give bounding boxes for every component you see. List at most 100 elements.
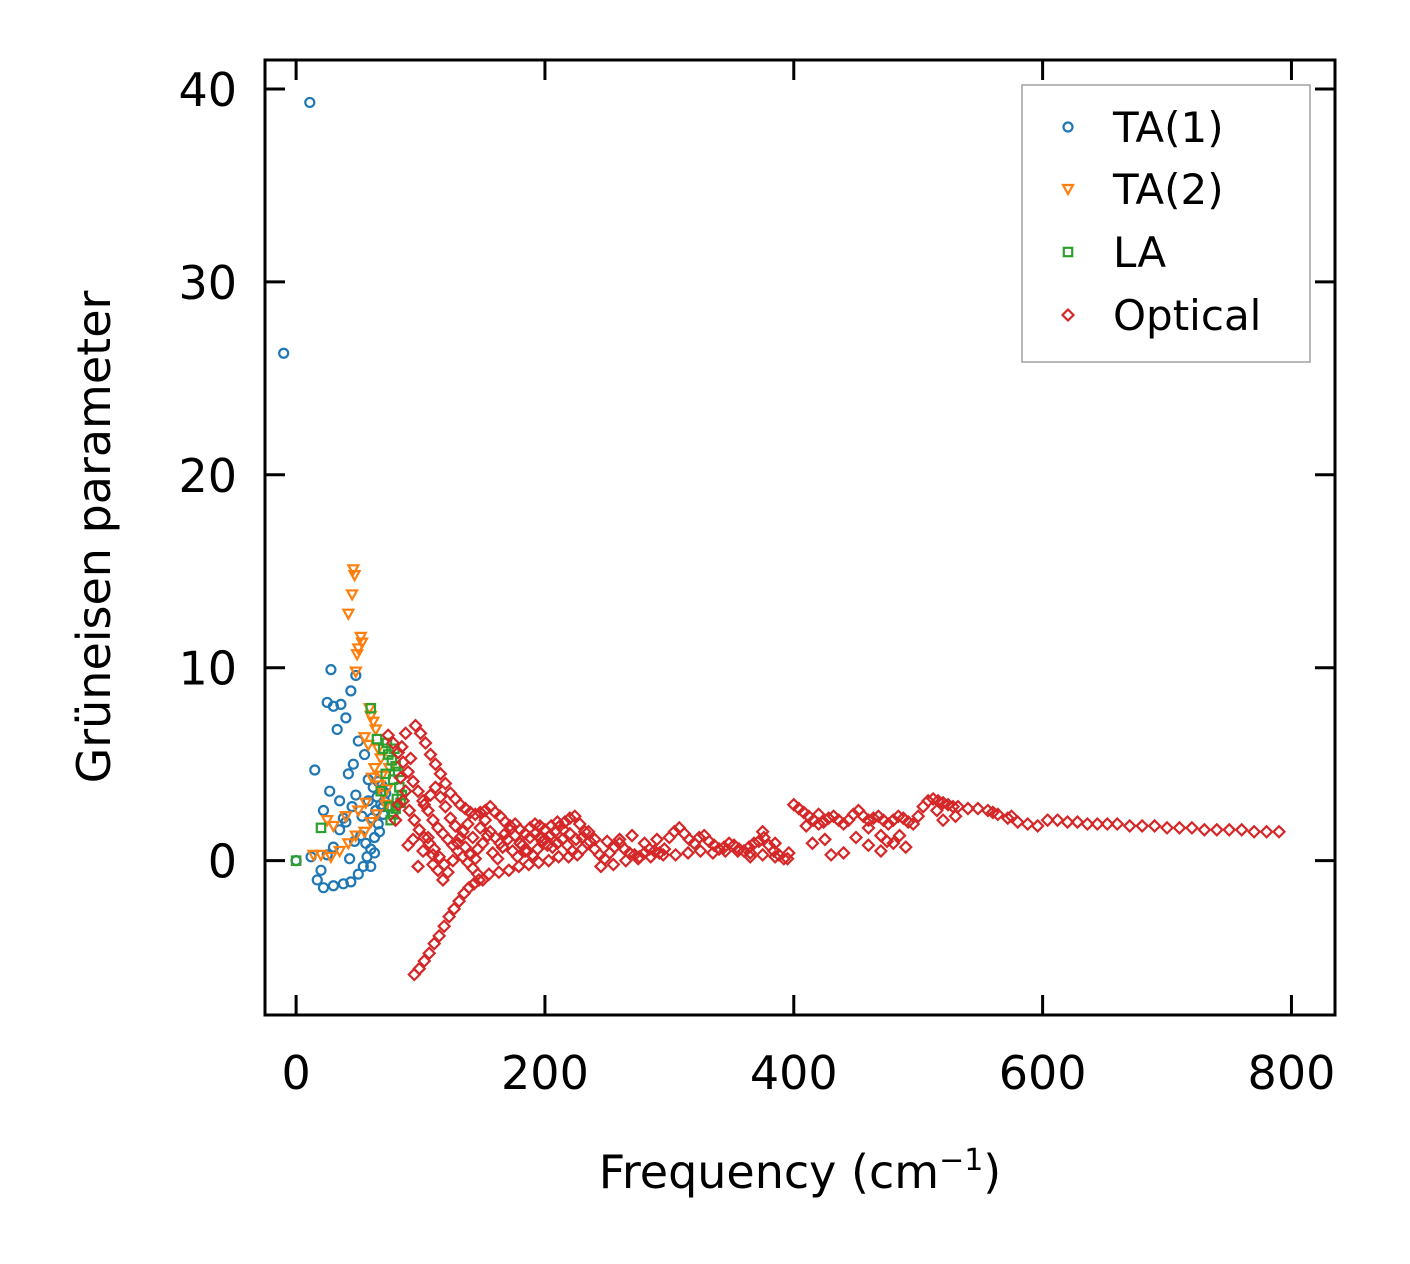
data-point xyxy=(418,735,433,751)
data-point xyxy=(1004,809,1019,824)
y-tick-label: 40 xyxy=(178,63,237,117)
data-point xyxy=(824,847,839,862)
data-point xyxy=(347,758,359,770)
data-point xyxy=(746,836,762,851)
data-point xyxy=(836,816,851,832)
plot-frame xyxy=(263,58,1337,1017)
data-point xyxy=(550,836,565,851)
y-tick-label: 0 xyxy=(208,835,237,889)
data-point xyxy=(490,851,505,866)
data-point xyxy=(1050,813,1065,828)
data-point xyxy=(743,849,758,864)
legend-marker-ta2 xyxy=(1061,183,1075,197)
data-point xyxy=(1030,818,1045,833)
data-point xyxy=(363,816,378,830)
data-point xyxy=(406,774,421,789)
data-point xyxy=(811,816,826,832)
data-point xyxy=(948,809,963,824)
legend-entry-optical: Optical xyxy=(1060,291,1261,340)
data-point xyxy=(324,785,336,797)
data-point xyxy=(355,637,369,650)
data-point xyxy=(368,831,381,844)
data-point xyxy=(1159,820,1175,835)
data-point xyxy=(346,564,361,577)
data-point xyxy=(443,811,458,826)
legend-entry-la: LA xyxy=(1062,228,1166,277)
data-point xyxy=(437,919,452,934)
data-point xyxy=(607,840,622,855)
data-point xyxy=(730,843,745,859)
data-point xyxy=(417,953,432,969)
data-point xyxy=(1271,824,1287,839)
data-point xyxy=(433,766,448,781)
data-point xyxy=(468,851,483,866)
data-point xyxy=(386,735,401,751)
data-point xyxy=(692,830,707,845)
data-point xyxy=(428,757,443,772)
data-point xyxy=(326,820,341,834)
data-point xyxy=(357,732,372,745)
data-point xyxy=(471,872,487,888)
x-tick-label: 0 xyxy=(281,1046,310,1100)
data-point xyxy=(423,788,438,803)
data-point xyxy=(751,834,766,849)
data-point xyxy=(334,795,346,807)
data-point xyxy=(335,698,347,710)
data-point xyxy=(394,739,409,754)
data-point xyxy=(1080,816,1095,832)
data-point xyxy=(468,807,483,822)
x-axis-title-main: Frequency (cm xyxy=(599,1145,939,1199)
data-point xyxy=(320,815,335,828)
x-tick-label: 200 xyxy=(501,1046,589,1100)
data-point xyxy=(304,96,316,109)
data-point xyxy=(881,816,896,832)
data-point xyxy=(495,840,510,855)
data-point xyxy=(618,853,633,868)
data-point xyxy=(278,347,290,359)
data-point xyxy=(350,669,362,682)
data-point xyxy=(1259,824,1274,839)
data-point xyxy=(361,739,376,753)
data-point xyxy=(836,845,851,860)
data-point xyxy=(817,832,832,847)
data-point xyxy=(562,811,577,826)
data-point xyxy=(342,768,354,780)
y-tick-label: 30 xyxy=(178,256,237,310)
data-point xyxy=(309,764,321,776)
data-point xyxy=(314,849,328,863)
data-point xyxy=(427,936,442,951)
data-point xyxy=(551,849,566,864)
data-point xyxy=(1070,815,1085,830)
data-point xyxy=(425,857,441,872)
x-axis-title-superscript: −1 xyxy=(939,1143,983,1178)
data-point xyxy=(478,813,493,828)
data-point xyxy=(351,643,366,656)
data-point xyxy=(781,845,796,860)
data-point xyxy=(556,822,571,837)
data-point xyxy=(466,876,482,891)
data-point xyxy=(480,828,495,843)
data-point xyxy=(1172,820,1187,835)
data-point xyxy=(410,859,426,874)
data-point xyxy=(811,807,826,822)
legend-marker-la xyxy=(1062,246,1074,258)
legend-entry-ta1: TA(1) xyxy=(1062,103,1224,152)
data-point xyxy=(423,747,438,762)
data-point xyxy=(317,882,330,894)
data-point xyxy=(550,815,565,830)
legend-label-ta2: TA(2) xyxy=(1112,165,1224,214)
data-point xyxy=(657,842,672,857)
data-point xyxy=(368,847,381,859)
data-point xyxy=(1234,822,1249,837)
data-point xyxy=(448,818,463,833)
data-point xyxy=(385,814,396,826)
data-point xyxy=(345,685,357,697)
data-point xyxy=(365,702,377,714)
data-point xyxy=(1135,818,1150,833)
data-point xyxy=(693,843,708,859)
data-point xyxy=(317,804,330,817)
data-point xyxy=(624,828,640,843)
data-point xyxy=(375,785,387,797)
data-point xyxy=(327,880,340,892)
